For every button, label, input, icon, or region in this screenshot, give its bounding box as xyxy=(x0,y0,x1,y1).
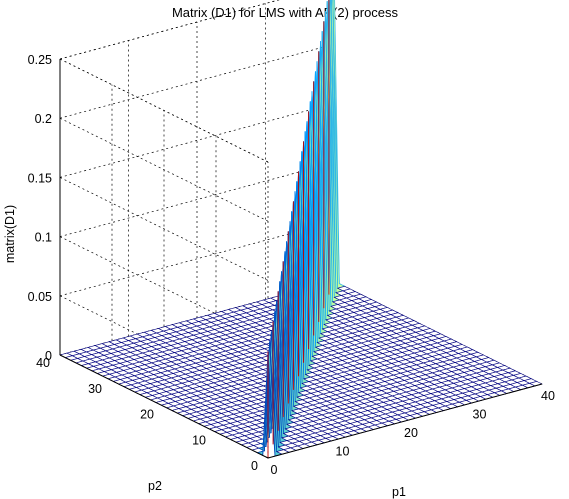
box-top-edge xyxy=(59,58,269,163)
back-wall-grid-line xyxy=(59,103,335,178)
x-tick-label: 10 xyxy=(336,445,350,459)
z-tick-label: 0 xyxy=(45,349,52,363)
box-top-edge xyxy=(59,0,280,60)
z-tick-label: 0.25 xyxy=(28,53,52,67)
back-wall-grid-line xyxy=(59,43,335,119)
x-axis-line xyxy=(267,383,543,459)
y-axis-label: p2 xyxy=(148,479,162,493)
side-wall-grid-line xyxy=(59,177,269,281)
z-tick-label: 0.05 xyxy=(28,290,52,304)
y-tick-label: 20 xyxy=(140,408,154,422)
surface-mesh xyxy=(59,0,543,458)
back-wall-grid-line xyxy=(59,162,335,237)
chart-title: Matrix (D1) for LMS with AR(2) process xyxy=(172,5,399,20)
axes-box xyxy=(59,59,543,459)
x-tick-label: 0 xyxy=(271,463,278,477)
z-axis-label: matrix(D1) xyxy=(3,205,17,263)
y-tick-label: 30 xyxy=(88,382,102,396)
z-tick-label: 0.2 xyxy=(35,112,52,126)
x-tick-label: 20 xyxy=(404,426,418,440)
y-tick-label: 40 xyxy=(36,356,50,370)
side-wall-grid-line xyxy=(59,117,269,222)
y-tick-label: 0 xyxy=(251,459,258,473)
side-wall-grid-line xyxy=(59,236,269,340)
x-tick-label: 30 xyxy=(473,408,487,422)
x-tick-label: 40 xyxy=(541,389,555,403)
y-axis-line xyxy=(59,354,269,459)
z-tick-label: 0.15 xyxy=(28,171,52,185)
x-axis-label: p1 xyxy=(392,485,406,499)
y-tick-label: 10 xyxy=(192,433,206,447)
z-tick-label: 0.1 xyxy=(35,231,52,245)
